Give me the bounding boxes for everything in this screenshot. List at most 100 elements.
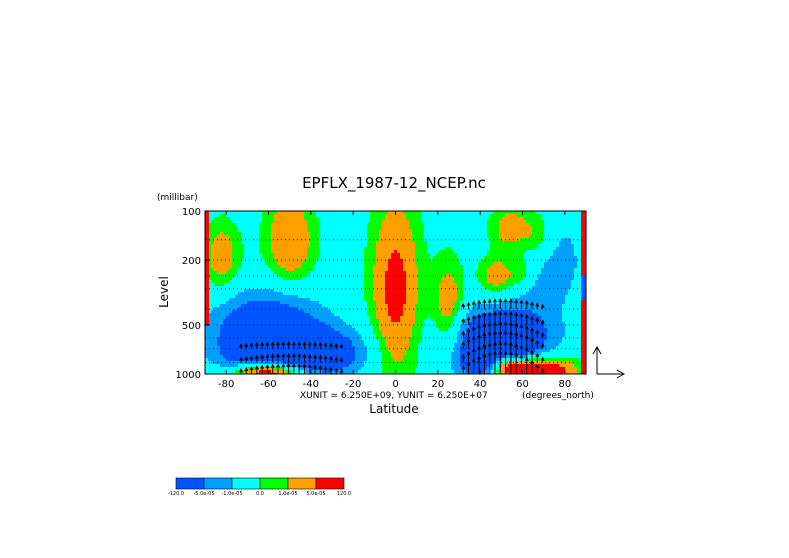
- edge-band-north: [581, 299, 586, 374]
- field-cell: [205, 331, 221, 335]
- flux-arrow: [339, 368, 344, 374]
- field-cell: [289, 304, 323, 308]
- field-cell: [517, 214, 542, 218]
- y-tick-label: 500: [182, 321, 201, 332]
- field-cell: [211, 256, 233, 260]
- field-cell: [370, 211, 389, 215]
- field-cell: [487, 232, 500, 236]
- field-cell: [208, 226, 239, 230]
- field-cell: [271, 223, 308, 227]
- field-cell: [373, 265, 389, 269]
- flux-arrow: [493, 310, 497, 325]
- field-cell: [454, 319, 464, 323]
- flux-arrow: [297, 363, 302, 374]
- reference-vector-legend: [592, 345, 626, 379]
- field-cell: [421, 211, 494, 215]
- field-cell: [424, 232, 488, 236]
- flux-arrow: [466, 350, 471, 363]
- field-cell: [343, 334, 362, 338]
- field-cell: [544, 262, 578, 266]
- field-cell: [523, 259, 548, 263]
- flux-arrow: [276, 341, 280, 349]
- field-cell: [502, 238, 521, 242]
- flux-arrow: [540, 303, 545, 310]
- field-cell: [454, 346, 461, 350]
- flux-arrow: [524, 300, 529, 310]
- field-cell: [229, 235, 242, 239]
- field-cell: [439, 298, 458, 302]
- field-cell: [205, 232, 221, 236]
- field-cell: [367, 244, 377, 248]
- field-cell: [571, 238, 586, 242]
- flux-arrow: [239, 356, 243, 363]
- field-cell: [364, 283, 374, 287]
- field-cell: [457, 289, 464, 293]
- field-cell: [499, 226, 533, 230]
- field-cell: [244, 247, 260, 251]
- field-cell: [565, 295, 586, 299]
- flux-arrow: [466, 338, 471, 349]
- field-cell: [382, 364, 419, 368]
- field-cell: [244, 289, 275, 293]
- field-cell: [220, 214, 227, 218]
- field-cell: [457, 292, 464, 296]
- field-cell: [538, 313, 563, 317]
- field-cell: [220, 325, 332, 329]
- field-cell: [205, 343, 218, 347]
- field-cell: [424, 325, 437, 329]
- field-cell: [541, 346, 557, 350]
- flux-arrow: [471, 314, 476, 325]
- field-cell: [214, 268, 230, 272]
- field-cell: [349, 364, 365, 368]
- flux-arrow: [281, 340, 286, 349]
- field-cell: [223, 322, 326, 326]
- field-cell: [415, 244, 428, 248]
- flux-arrow: [540, 332, 545, 338]
- field-cell: [487, 268, 509, 272]
- field-cell: [229, 298, 311, 302]
- field-cell: [451, 310, 458, 314]
- flux-arrow: [286, 362, 291, 374]
- flux-arrow: [291, 340, 296, 349]
- field-cell: [421, 217, 491, 221]
- field-cell: [508, 286, 533, 290]
- x-units-label: (degrees_north): [522, 391, 594, 401]
- field-cell: [217, 340, 353, 344]
- field-cell: [277, 274, 308, 278]
- field-cell: [205, 283, 215, 287]
- field-cell: [496, 358, 503, 362]
- flux-arrow: [477, 299, 482, 310]
- field-cell: [382, 355, 392, 359]
- field-cell: [454, 280, 464, 284]
- field-cell: [535, 280, 572, 284]
- flux-arrow: [313, 341, 318, 349]
- colorbar-label: 1.0e-05: [278, 491, 297, 497]
- field-cell: [364, 340, 380, 344]
- field-cell: [562, 340, 586, 344]
- field-cell: [463, 280, 479, 284]
- field-cell: [274, 256, 308, 260]
- field-cell: [442, 313, 452, 317]
- colorbar-label: 0.0: [256, 491, 264, 497]
- field-cell: [259, 250, 272, 254]
- flux-arrow: [276, 353, 280, 363]
- field-cell: [508, 361, 572, 365]
- field-cell: [364, 286, 374, 290]
- field-cell: [541, 268, 575, 272]
- colorbar-swatch: [203, 477, 233, 490]
- x-tick-label: 0: [392, 379, 398, 390]
- field-cell: [385, 274, 407, 278]
- flux-arrow: [265, 341, 270, 349]
- field-cell: [544, 223, 586, 227]
- flux-arrow: [323, 354, 328, 363]
- flux-arrow: [503, 298, 508, 310]
- field-cell: [412, 229, 425, 233]
- field-cell: [361, 334, 377, 338]
- x-tick-label: 40: [474, 379, 487, 390]
- field-cell: [226, 301, 248, 305]
- y-units-label: (millibar): [157, 193, 198, 203]
- field-cell: [226, 214, 263, 218]
- flux-arrow: [239, 343, 243, 349]
- field-cell: [259, 229, 272, 233]
- field-cell: [271, 241, 311, 245]
